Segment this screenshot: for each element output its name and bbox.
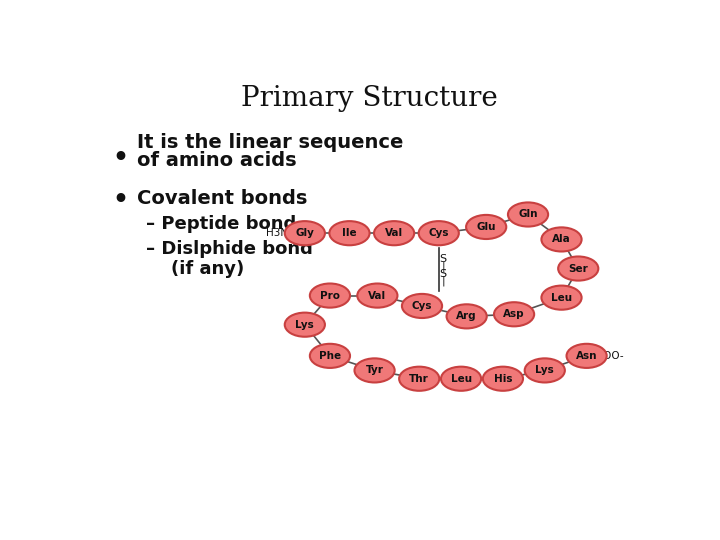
Ellipse shape (310, 344, 350, 368)
Text: Ala: Ala (552, 234, 571, 245)
Text: Leu: Leu (451, 374, 472, 384)
Ellipse shape (558, 256, 598, 281)
Text: – Dislphide bond: – Dislphide bond (145, 240, 312, 258)
Ellipse shape (284, 221, 325, 245)
Text: of amino acids: of amino acids (138, 151, 297, 170)
Ellipse shape (357, 284, 397, 308)
Ellipse shape (525, 359, 565, 382)
Text: S: S (440, 254, 447, 264)
Text: Arg: Arg (456, 312, 477, 321)
Ellipse shape (541, 286, 582, 310)
Text: Cys: Cys (412, 301, 432, 311)
Text: Ile: Ile (342, 228, 357, 238)
Ellipse shape (284, 313, 325, 337)
Text: Ser: Ser (568, 264, 588, 274)
Text: |: | (441, 261, 445, 272)
Text: Primary Structure: Primary Structure (240, 85, 498, 112)
Ellipse shape (441, 367, 481, 391)
Text: Lys: Lys (536, 366, 554, 375)
Ellipse shape (494, 302, 534, 326)
Ellipse shape (374, 221, 414, 245)
Text: Glu: Glu (477, 222, 496, 232)
Text: Asn: Asn (576, 351, 598, 361)
Ellipse shape (402, 294, 442, 318)
Text: His: His (494, 374, 512, 384)
Text: Thr: Thr (410, 374, 429, 384)
Text: Phe: Phe (319, 351, 341, 361)
Text: Gln: Gln (518, 210, 538, 219)
Ellipse shape (418, 221, 459, 245)
Text: Lys: Lys (295, 320, 314, 330)
Text: Val: Val (385, 228, 403, 238)
Text: |: | (441, 275, 445, 286)
Ellipse shape (329, 221, 369, 245)
Ellipse shape (541, 227, 582, 252)
Text: Tyr: Tyr (366, 366, 384, 375)
Text: Gly: Gly (295, 228, 314, 238)
Text: It is the linear sequence: It is the linear sequence (138, 133, 404, 152)
Text: •: • (112, 188, 128, 212)
Text: S: S (440, 269, 447, 279)
Text: Leu: Leu (551, 293, 572, 302)
Text: •: • (112, 146, 128, 170)
Text: Val: Val (369, 291, 387, 301)
Text: H3N+-: H3N+- (266, 228, 300, 238)
Text: Covalent bonds: Covalent bonds (138, 189, 308, 208)
Ellipse shape (483, 367, 523, 391)
Ellipse shape (446, 305, 487, 328)
Text: – Peptide bond: – Peptide bond (145, 215, 296, 233)
Text: Pro: Pro (320, 291, 340, 301)
Text: (if any): (if any) (171, 260, 244, 279)
Ellipse shape (354, 359, 395, 382)
Ellipse shape (508, 202, 548, 227)
Ellipse shape (567, 344, 607, 368)
Text: -COO-: -COO- (593, 351, 624, 361)
Text: Cys: Cys (428, 228, 449, 238)
Ellipse shape (466, 215, 506, 239)
Text: Asp: Asp (503, 309, 525, 319)
Ellipse shape (399, 367, 439, 391)
Ellipse shape (310, 284, 350, 308)
